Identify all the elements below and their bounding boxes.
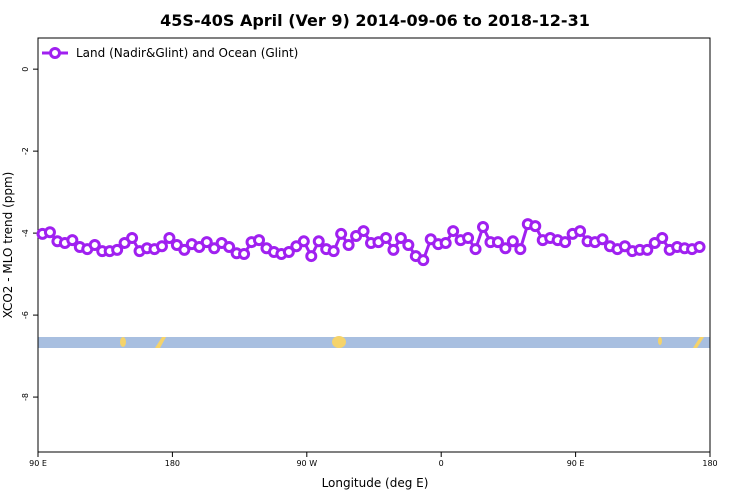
data-point bbox=[342, 239, 355, 251]
x-tick-label: 0 bbox=[439, 459, 444, 468]
data-point bbox=[529, 220, 542, 233]
y-tick-label: -8 bbox=[21, 393, 30, 401]
data-point bbox=[297, 235, 310, 248]
data-point bbox=[357, 225, 370, 238]
data-point bbox=[88, 239, 101, 251]
data-point bbox=[402, 239, 415, 251]
data-point bbox=[282, 245, 295, 258]
data-point bbox=[499, 242, 512, 255]
data-point bbox=[327, 245, 340, 258]
data-point bbox=[208, 242, 221, 255]
data-point bbox=[491, 236, 504, 249]
data-point bbox=[253, 234, 266, 247]
chart-title: 45S-40S April (Ver 9) 2014-09-06 to 2018… bbox=[160, 11, 590, 30]
data-point bbox=[469, 243, 482, 256]
data-point bbox=[462, 232, 475, 245]
y-tick-label: -4 bbox=[21, 229, 30, 237]
y-tick-label: -6 bbox=[21, 311, 30, 319]
x-tick-label: 180 bbox=[165, 459, 180, 468]
x-tick-label: 180 bbox=[702, 459, 717, 468]
data-point bbox=[656, 232, 669, 245]
data-point bbox=[394, 232, 407, 245]
data-point bbox=[126, 232, 139, 245]
x-tick-label: 90 W bbox=[296, 459, 317, 468]
data-point bbox=[417, 254, 430, 267]
data-point bbox=[163, 232, 176, 245]
data-point bbox=[305, 250, 318, 263]
data-point bbox=[66, 234, 79, 247]
y-axis-label: XCO2 - MLO trend (ppm) bbox=[1, 172, 15, 319]
x-axis-label: Longitude (deg E) bbox=[322, 476, 429, 490]
data-point bbox=[379, 232, 392, 245]
data-point bbox=[238, 248, 251, 261]
legend: Land (Nadir&Glint) and Ocean (Glint) bbox=[42, 46, 298, 60]
data-point bbox=[312, 235, 325, 248]
data-point bbox=[111, 243, 124, 256]
x-tick-label: 90 E bbox=[567, 459, 585, 468]
data-point bbox=[559, 236, 572, 249]
data-point bbox=[387, 243, 400, 256]
data-point bbox=[574, 225, 587, 238]
x-tick-label: 90 E bbox=[29, 459, 47, 468]
data-point bbox=[447, 225, 460, 238]
data-point bbox=[439, 236, 452, 249]
data-point bbox=[693, 241, 706, 254]
legend-marker bbox=[49, 47, 61, 59]
data-point bbox=[335, 227, 348, 240]
land-ocean-strip bbox=[38, 336, 710, 348]
data-point bbox=[477, 220, 490, 233]
data-point bbox=[178, 243, 191, 256]
data-point bbox=[514, 243, 527, 256]
legend-label: Land (Nadir&Glint) and Ocean (Glint) bbox=[76, 46, 298, 60]
data-point bbox=[155, 240, 168, 253]
y-tick-label: -2 bbox=[21, 147, 30, 155]
data-point bbox=[596, 233, 609, 246]
data-point bbox=[641, 243, 654, 256]
data-point bbox=[43, 226, 56, 239]
y-tick-label: 0 bbox=[21, 67, 30, 72]
data-point bbox=[200, 236, 213, 249]
data-point bbox=[223, 241, 236, 254]
plot-frame bbox=[37, 37, 711, 453]
data-point bbox=[506, 235, 519, 248]
